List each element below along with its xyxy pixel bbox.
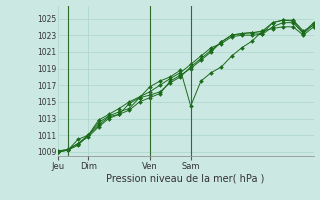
X-axis label: Pression niveau de la mer( hPa ): Pression niveau de la mer( hPa )	[107, 173, 265, 183]
